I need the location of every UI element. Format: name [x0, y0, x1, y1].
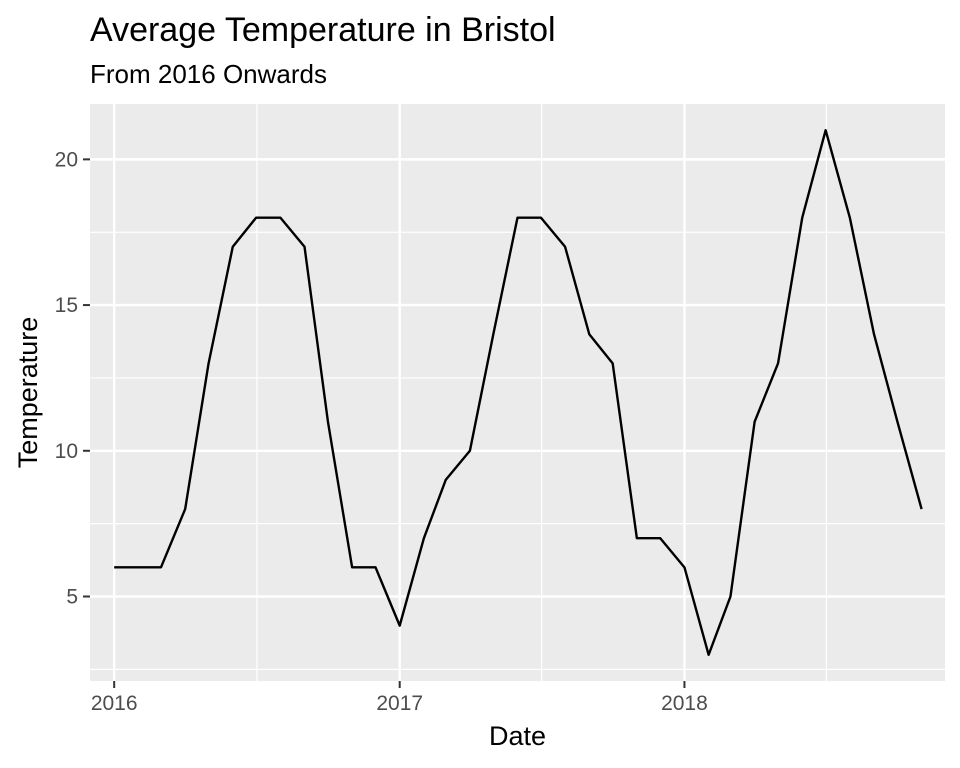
y-axis-title: Temperature	[13, 317, 43, 469]
major-gridlines	[90, 104, 945, 681]
x-tick-label: 2016	[91, 692, 138, 715]
chart-title: Average Temperature in Bristol	[90, 11, 556, 49]
y-tick-label: 10	[55, 440, 78, 463]
minor-gridlines	[90, 104, 945, 681]
x-tick-label: 2018	[661, 692, 708, 715]
y-tick-label: 5	[66, 585, 78, 608]
series-line-temperature	[114, 129, 923, 656]
y-tick-label: 15	[55, 294, 78, 317]
x-axis: 2016 2017 2018	[91, 681, 708, 715]
y-axis: 5 10 15 20	[55, 148, 90, 608]
x-tick-label: 2017	[376, 692, 423, 715]
y-tick-label: 20	[55, 148, 78, 171]
chart-subtitle: From 2016 Onwards	[90, 59, 327, 89]
x-axis-title: Date	[489, 721, 546, 751]
plot-panel	[90, 104, 945, 681]
